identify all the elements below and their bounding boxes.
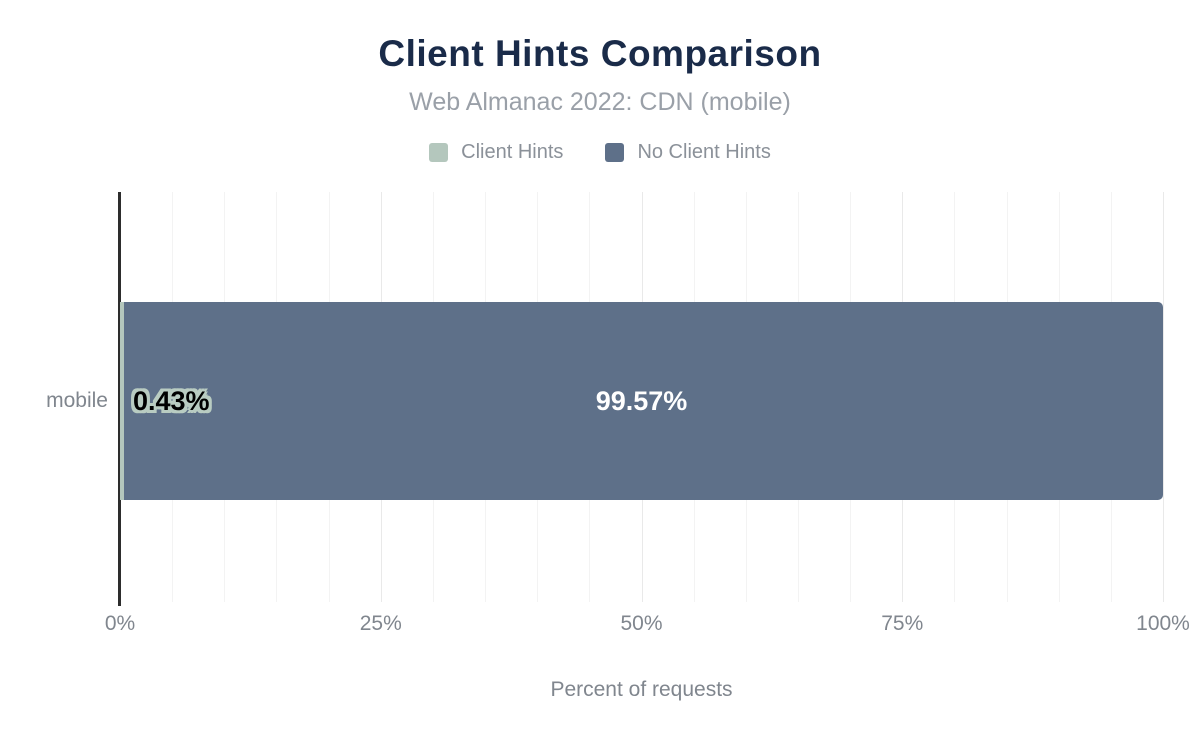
bar-row-mobile <box>120 302 1163 500</box>
legend-swatch-no-client-hints-icon <box>605 143 625 162</box>
legend: Client Hints No Client Hints <box>0 141 1200 164</box>
bar-segment-no-client-hints <box>124 302 1163 500</box>
data-label-client-hints: 0.43% <box>133 385 210 416</box>
legend-swatch-client-hints-icon <box>429 143 449 162</box>
gridline <box>1163 192 1164 602</box>
category-label-mobile: mobile <box>46 389 108 412</box>
y-axis-line <box>118 192 121 606</box>
plot-area: 0.43% 99.57% <box>118 192 1164 606</box>
x-tick-label: 50% <box>620 612 663 635</box>
legend-label-no-client-hints: No Client Hints <box>637 141 771 163</box>
legend-item-no-client-hints: No Client Hints <box>605 141 771 164</box>
x-axis-title: Percent of requests <box>550 678 733 701</box>
bar-segment-client-hints <box>120 302 125 500</box>
x-tick-labels: 0% 25% 50% 75% 100% <box>105 612 1190 640</box>
x-tick-label: 75% <box>881 612 924 635</box>
x-tick-label: 0% <box>104 612 136 635</box>
data-label-no-client-hints: 99.57% <box>595 385 688 416</box>
x-tick-label: 100% <box>1136 612 1190 635</box>
legend-label-client-hints: Client Hints <box>461 141 564 163</box>
x-tick-label: 25% <box>359 612 402 635</box>
chart-subtitle: Web Almanac 2022: CDN (mobile) <box>409 88 791 116</box>
chart-title: Client Hints Comparison <box>378 33 822 74</box>
legend-item-client-hints: Client Hints <box>429 141 563 164</box>
